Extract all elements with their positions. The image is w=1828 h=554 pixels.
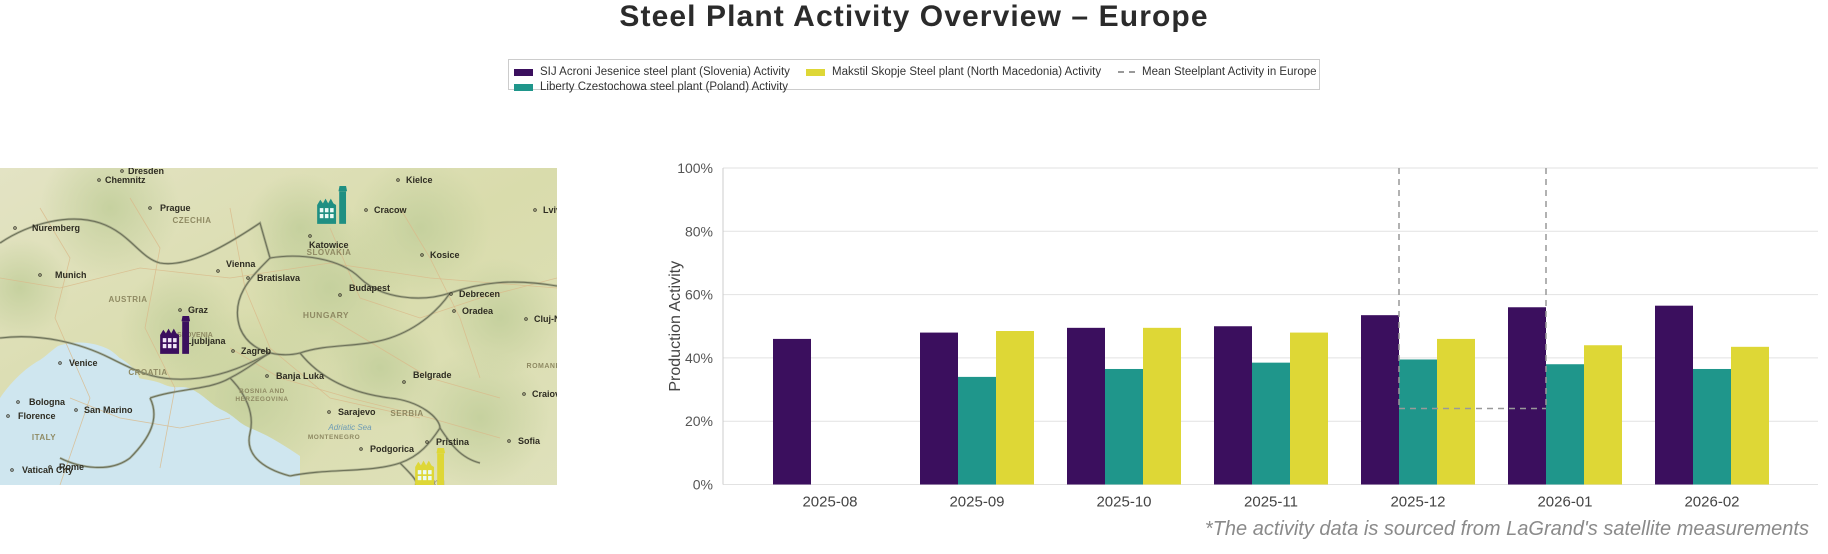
svg-text:2025-12: 2025-12 [1390,494,1445,511]
svg-text:60%: 60% [685,287,713,303]
svg-text:Budapest: Budapest [349,283,390,293]
svg-text:Bratislava: Bratislava [257,273,301,283]
svg-text:BOSNIA AND: BOSNIA AND [239,388,285,395]
svg-text:Nuremberg: Nuremberg [32,223,80,233]
svg-text:HERZEGOVINA: HERZEGOVINA [235,396,288,403]
svg-text:80%: 80% [685,223,713,239]
svg-text:Podgorica: Podgorica [370,444,415,454]
svg-text:Florence: Florence [18,411,56,421]
svg-text:Production Activity: Production Activity [667,261,684,392]
svg-text:Debrecen: Debrecen [459,289,500,299]
svg-text:Bologna: Bologna [29,397,66,407]
svg-text:Cluj-Napoca: Cluj-Napoca [534,314,557,324]
svg-text:CZECHIA: CZECHIA [172,216,211,225]
svg-text:HUNGARY: HUNGARY [303,310,349,320]
svg-text:2025-09: 2025-09 [949,494,1004,511]
svg-text:SLOVAKIA: SLOVAKIA [307,248,352,257]
svg-text:AUSTRIA: AUSTRIA [108,295,147,304]
svg-text:Banja Luka: Banja Luka [276,371,325,381]
svg-text:Adriatic Sea: Adriatic Sea [327,423,372,432]
svg-text:Rome: Rome [59,462,84,472]
svg-text:Prague: Prague [160,203,191,213]
svg-text:Pristina: Pristina [436,437,470,447]
svg-text:100%: 100% [677,160,713,176]
svg-text:0%: 0% [693,477,713,493]
svg-text:Oradea: Oradea [462,306,494,316]
svg-text:Cracow: Cracow [374,205,408,215]
svg-text:Craiova: Craiova [532,389,557,399]
svg-text:Kielce: Kielce [406,175,433,185]
svg-text:Graz: Graz [188,305,209,315]
svg-text:CROATIA: CROATIA [128,368,167,377]
svg-text:ROMANIA: ROMANIA [527,363,557,370]
svg-text:ITALY: ITALY [32,433,56,442]
svg-text:2025-11: 2025-11 [1244,494,1298,511]
svg-text:2026-01: 2026-01 [1537,494,1592,511]
svg-text:Venice: Venice [69,358,98,368]
svg-text:MONTENEGRO: MONTENEGRO [308,434,360,441]
svg-text:40%: 40% [685,350,713,366]
svg-text:San Marino: San Marino [84,405,133,415]
svg-text:Zagreb: Zagreb [241,346,272,356]
svg-text:Chemnitz: Chemnitz [105,175,146,185]
svg-text:Kosice: Kosice [430,250,460,260]
svg-text:Sarajevo: Sarajevo [338,407,376,417]
svg-text:Vienna: Vienna [226,259,256,269]
svg-text:Munich: Munich [55,270,87,280]
svg-text:Belgrade: Belgrade [413,370,452,380]
svg-text:Sofia: Sofia [518,436,541,446]
svg-text:SERBIA: SERBIA [390,409,423,418]
svg-text:2025-10: 2025-10 [1096,494,1151,511]
svg-text:2025-08: 2025-08 [802,494,857,511]
svg-text:20%: 20% [685,413,713,429]
svg-text:2026-02: 2026-02 [1684,494,1739,511]
svg-text:Lviv: Lviv [543,205,557,215]
